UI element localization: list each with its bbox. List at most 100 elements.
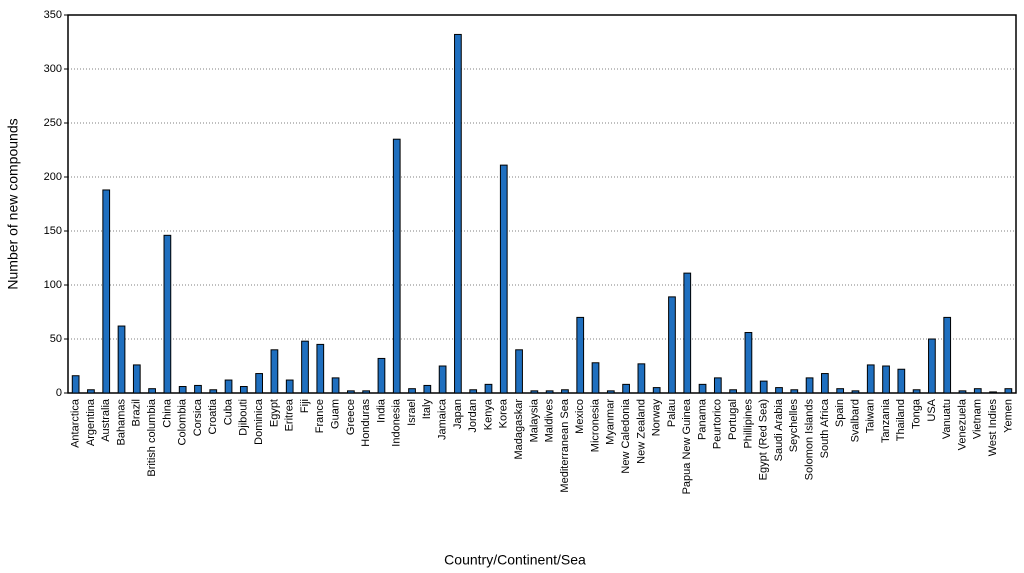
bar xyxy=(943,316,952,394)
bar xyxy=(928,338,936,394)
x-axis-title: Country/Continent/Sea xyxy=(444,552,586,568)
bar xyxy=(821,373,829,394)
x-tick-label: Israel xyxy=(406,399,418,426)
bar xyxy=(606,390,615,394)
x-tick-label: Argentina xyxy=(85,398,97,446)
bar xyxy=(622,383,630,394)
bar xyxy=(958,390,967,394)
x-tick-label: China xyxy=(161,398,173,428)
bar xyxy=(882,365,890,394)
x-tick-label: Korea xyxy=(498,398,510,428)
bar xyxy=(866,364,875,394)
x-tick-label: Venezuela xyxy=(956,398,968,450)
bar xyxy=(454,33,462,394)
bar xyxy=(836,388,845,394)
x-tick-label: Kenya xyxy=(482,398,494,430)
x-tick-label: Guam xyxy=(329,399,341,429)
x-tick-label: France xyxy=(314,399,326,433)
x-tick-label: Mediterranean Sea xyxy=(559,398,571,492)
bar xyxy=(209,389,218,394)
bar xyxy=(729,389,737,394)
x-tick-label: Eritrea xyxy=(284,398,296,431)
bar xyxy=(377,357,386,394)
y-tick-label: 150 xyxy=(44,225,62,237)
x-tick-label: Malaysia xyxy=(528,398,540,442)
bar xyxy=(790,389,799,394)
y-tick-label: 50 xyxy=(50,333,62,345)
bar xyxy=(347,390,355,394)
bar xyxy=(973,388,982,394)
bar xyxy=(178,386,187,394)
x-tick-label: West Indies xyxy=(987,399,999,457)
x-tick-label: British columbia xyxy=(146,398,158,477)
x-tick-label: New Caledonia xyxy=(620,398,632,473)
x-tick-label: Vietnam xyxy=(972,399,984,439)
bar xyxy=(316,343,325,394)
bar xyxy=(408,388,416,394)
x-tick-label: Tonga xyxy=(911,398,923,429)
y-tick-label: 250 xyxy=(44,117,62,129)
x-tick-label: Mexico xyxy=(574,399,586,434)
x-tick-label: Australia xyxy=(100,398,112,442)
bar xyxy=(561,389,569,394)
bar xyxy=(132,364,141,394)
bar xyxy=(102,189,111,394)
x-tick-label: Cuba xyxy=(222,398,234,425)
bar xyxy=(515,349,523,394)
x-tick-label: Tanzania xyxy=(880,398,892,443)
bar xyxy=(163,234,172,394)
x-tick-label: Djibouti xyxy=(238,399,250,436)
x-tick-label: Greece xyxy=(345,399,357,435)
bar xyxy=(668,296,676,394)
bar xyxy=(744,332,753,394)
y-axis-title: Number of new compounds xyxy=(5,118,21,289)
x-tick-label: Micronesia xyxy=(589,398,601,452)
bar xyxy=(851,390,860,394)
x-tick-label: Antarctica xyxy=(70,398,82,448)
bar xyxy=(912,389,921,394)
bar xyxy=(194,384,202,394)
bar xyxy=(530,390,539,394)
x-tick-label: Saudi Arabia xyxy=(773,398,785,461)
x-tick-label: Thailand xyxy=(895,399,907,441)
bar xyxy=(683,272,692,394)
plot-frame xyxy=(67,14,1017,394)
x-tick-label: Dominica xyxy=(253,398,265,445)
bar xyxy=(71,375,80,394)
bar xyxy=(637,363,646,394)
bar xyxy=(652,387,661,394)
bar xyxy=(759,380,768,394)
x-tick-label: Egypt (Red Sea) xyxy=(758,399,770,480)
x-tick-label: Panama xyxy=(696,398,708,440)
x-tick-label: Seychelles xyxy=(788,399,800,453)
x-tick-label: Colombia xyxy=(177,398,189,445)
bar xyxy=(1004,388,1013,394)
bar xyxy=(148,388,156,394)
x-tick-label: Japan xyxy=(452,399,464,429)
x-tick-label: Honduras xyxy=(360,399,372,447)
bar xyxy=(576,316,585,394)
x-tick-label: India xyxy=(375,398,387,423)
x-tick-label: Jordan xyxy=(467,399,479,433)
x-tick-label: Phillipines xyxy=(742,399,754,449)
bar xyxy=(87,389,95,394)
bar xyxy=(545,390,554,394)
x-tick-label: Indonesia xyxy=(391,398,403,447)
bar xyxy=(392,138,401,394)
bar xyxy=(499,164,508,394)
y-tick-label: 100 xyxy=(44,279,62,291)
bar xyxy=(362,390,371,394)
x-tick-label: Myanmar xyxy=(605,399,617,445)
x-tick-label: Papua New Guinea xyxy=(681,398,693,494)
x-tick-label: Vanuatu xyxy=(941,399,953,439)
x-tick-label: South Africa xyxy=(819,398,831,458)
bar xyxy=(117,325,126,394)
bar xyxy=(331,377,340,394)
x-tick-label: Brazil xyxy=(131,399,143,427)
bar xyxy=(484,383,493,394)
x-tick-label: Egypt xyxy=(268,399,280,427)
y-tick-label: 0 xyxy=(56,387,62,399)
x-tick-label: Solomon Islands xyxy=(803,399,815,481)
x-tick-label: Spain xyxy=(834,399,846,427)
